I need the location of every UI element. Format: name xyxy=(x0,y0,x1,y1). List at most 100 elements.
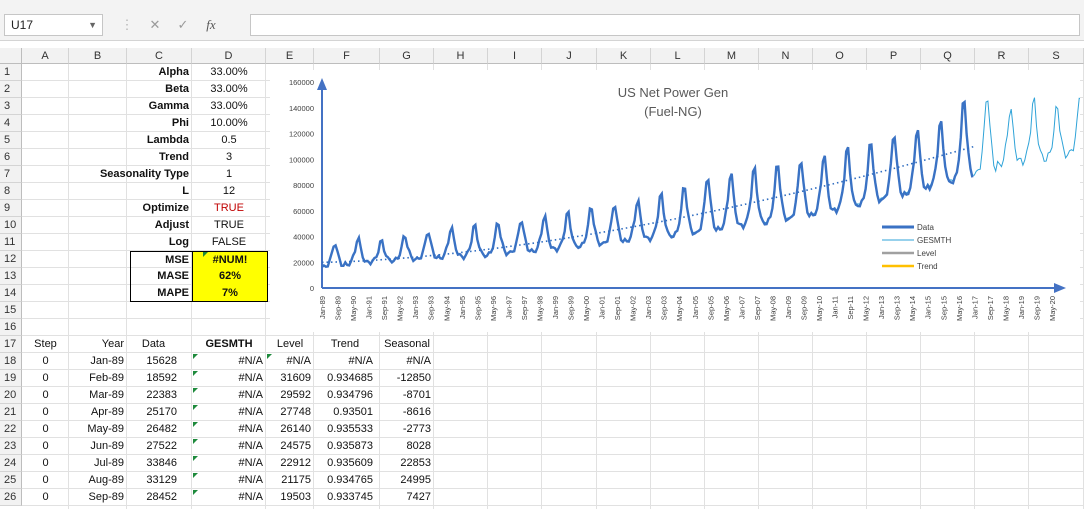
param-value[interactable]: 33.00% xyxy=(210,100,248,112)
error-indicator-icon[interactable] xyxy=(193,473,198,478)
row-header-15[interactable]: 15 xyxy=(0,302,22,319)
table-cell[interactable]: 21175 xyxy=(281,474,311,486)
table-cell[interactable]: 22912 xyxy=(280,457,311,469)
table-cell[interactable]: 0 xyxy=(42,389,49,401)
table-cell[interactable]: #N/A xyxy=(238,389,263,401)
table-cell[interactable]: #N/A xyxy=(238,474,263,486)
insert-function-icon[interactable]: fx xyxy=(206,17,216,32)
row-header-18[interactable]: 18 xyxy=(0,353,22,370)
table-header[interactable]: Year xyxy=(101,338,124,350)
row-header-5[interactable]: 5 xyxy=(0,132,22,149)
param-value[interactable]: 3 xyxy=(225,151,233,163)
table-cell[interactable]: -8701 xyxy=(402,389,431,401)
param-value[interactable]: 0.5 xyxy=(221,134,237,146)
table-cell[interactable]: 0 xyxy=(42,474,49,486)
table-cell[interactable]: 19503 xyxy=(280,491,311,503)
table-cell[interactable]: 0.935609 xyxy=(327,457,373,469)
column-header-g[interactable]: G xyxy=(380,48,434,64)
table-cell[interactable]: #N/A xyxy=(238,372,263,384)
error-indicator-icon[interactable] xyxy=(193,354,198,359)
table-cell[interactable]: 24995 xyxy=(400,474,431,486)
table-cell[interactable]: 0 xyxy=(42,457,49,469)
table-cell[interactable]: 0 xyxy=(42,372,49,384)
param-value[interactable]: TRUE xyxy=(214,219,244,231)
param-value[interactable]: FALSE xyxy=(211,236,247,248)
name-box[interactable]: U17 ▼ xyxy=(4,14,103,36)
row-header-22[interactable]: 22 xyxy=(0,421,22,438)
table-cell[interactable]: #N/A xyxy=(238,457,263,469)
row-header-12[interactable]: 12 xyxy=(0,251,22,268)
column-header-r[interactable]: R xyxy=(975,48,1029,64)
table-cell[interactable]: Jun-89 xyxy=(90,440,124,452)
row-header-21[interactable]: 21 xyxy=(0,404,22,421)
table-header[interactable]: Seasonal xyxy=(384,338,430,350)
metric-value[interactable]: 7% xyxy=(192,285,268,302)
column-header-m[interactable]: M xyxy=(705,48,759,64)
table-cell[interactable]: 0.933745 xyxy=(327,491,373,503)
chevron-down-icon[interactable]: ▼ xyxy=(88,20,97,30)
column-header-j[interactable]: J xyxy=(542,48,597,64)
table-cell[interactable]: 0.935533 xyxy=(327,423,373,435)
row-header-19[interactable]: 19 xyxy=(0,370,22,387)
table-header[interactable]: Data xyxy=(141,338,166,350)
param-label[interactable]: Gamma xyxy=(148,100,189,112)
param-label[interactable]: Trend xyxy=(159,151,189,163)
table-cell[interactable]: Aug-89 xyxy=(88,474,124,486)
column-header-l[interactable]: L xyxy=(651,48,705,64)
row-header-13[interactable]: 13 xyxy=(0,268,22,285)
param-label[interactable]: Phi xyxy=(171,117,189,129)
table-cell[interactable]: 0.934796 xyxy=(327,389,373,401)
param-value[interactable]: 1 xyxy=(225,168,233,180)
table-cell[interactable]: Feb-89 xyxy=(89,372,124,384)
table-cell[interactable]: #N/A xyxy=(238,423,263,435)
table-cell[interactable]: Jan-89 xyxy=(90,355,124,367)
column-header-p[interactable]: P xyxy=(867,48,921,64)
table-cell[interactable]: 0 xyxy=(42,440,49,452)
table-cell[interactable]: Jul-89 xyxy=(94,457,124,469)
table-cell[interactable]: #N/A xyxy=(238,406,263,418)
error-indicator-icon[interactable] xyxy=(193,439,198,444)
table-cell[interactable]: 26482 xyxy=(146,423,177,435)
column-header-c[interactable]: C xyxy=(127,48,192,64)
param-label[interactable]: Adjust xyxy=(154,219,189,231)
table-cell[interactable]: 24575 xyxy=(280,440,311,452)
error-indicator-icon[interactable] xyxy=(193,405,198,410)
metric-value[interactable]: 62% xyxy=(192,268,268,285)
param-value[interactable]: 12 xyxy=(222,185,236,197)
table-cell[interactable]: 0.935873 xyxy=(327,440,373,452)
row-header-25[interactable]: 25 xyxy=(0,472,22,489)
table-cell[interactable]: 26140 xyxy=(280,423,311,435)
cancel-icon[interactable]: ✕ xyxy=(149,17,161,32)
row-header-20[interactable]: 20 xyxy=(0,387,22,404)
column-header-k[interactable]: K xyxy=(597,48,651,64)
column-header-q[interactable]: Q xyxy=(921,48,975,64)
table-cell[interactable]: Mar-89 xyxy=(89,389,124,401)
param-label[interactable]: Lambda xyxy=(146,134,189,146)
metric-value[interactable]: #NUM! xyxy=(192,251,268,268)
table-cell[interactable]: 0 xyxy=(42,491,49,503)
row-header-4[interactable]: 4 xyxy=(0,115,22,132)
param-value[interactable]: 33.00% xyxy=(210,83,248,95)
param-label[interactable]: Seasonality Type xyxy=(99,168,189,180)
column-header-n[interactable]: N xyxy=(759,48,813,64)
table-cell[interactable]: 7427 xyxy=(406,491,431,503)
error-indicator-icon[interactable] xyxy=(203,252,208,257)
column-header-o[interactable]: O xyxy=(813,48,867,64)
table-cell[interactable]: 0 xyxy=(42,406,49,418)
table-header[interactable]: Trend xyxy=(330,338,360,350)
error-indicator-icon[interactable] xyxy=(193,388,198,393)
table-cell[interactable]: 0 xyxy=(42,423,49,435)
param-label[interactable]: Alpha xyxy=(158,66,189,78)
formula-input[interactable] xyxy=(250,14,1080,36)
table-cell[interactable]: -8616 xyxy=(402,406,431,418)
table-cell[interactable]: 27748 xyxy=(280,406,311,418)
error-indicator-icon[interactable] xyxy=(193,371,198,376)
table-header[interactable]: Level xyxy=(276,338,304,350)
table-cell[interactable]: 0 xyxy=(42,355,49,367)
metric-label[interactable]: MSE xyxy=(130,251,192,268)
table-cell[interactable]: #N/A xyxy=(238,440,263,452)
table-cell[interactable]: 22853 xyxy=(400,457,431,469)
table-cell[interactable]: 33846 xyxy=(146,457,177,469)
chart[interactable]: US Net Power Gen (Fuel-NG) 0 20000 40000 60… xyxy=(270,70,1084,332)
column-header-i[interactable]: I xyxy=(488,48,542,64)
